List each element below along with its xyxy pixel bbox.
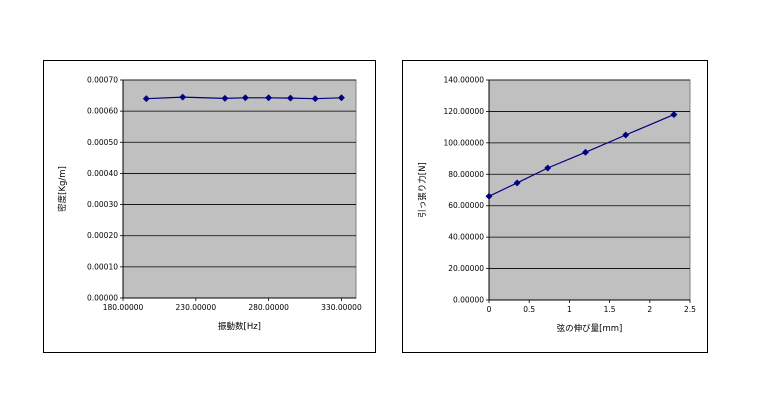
density-y-tick-label: 0.00030 [87, 200, 118, 209]
tension-y-tick-label: 20.00000 [448, 264, 484, 273]
tension-x-tick-label: 2 [647, 305, 652, 314]
density-y-tick-label: 0.00050 [87, 138, 118, 147]
chart-density: 0.00000 0.00010 0.00020 0.00030 0.00040 0.000… [43, 60, 376, 353]
density-chart-svg: 0.00000 0.00010 0.00020 0.00030 0.00040 0.000… [57, 76, 362, 333]
tension-x-tick-label: 0 [487, 305, 492, 314]
tension-y-tick-label: 100.00000 [443, 138, 484, 147]
tension-y-tick-label: 140.00000 [443, 76, 484, 85]
density-data-point [286, 94, 295, 102]
tension-y-tick-label: 120.00000 [443, 107, 484, 116]
density-x-tick-label: 180.00000 [103, 303, 144, 312]
tension-x-tick-label: 0.5 [523, 305, 535, 314]
tension-data-point [544, 164, 552, 172]
density-data-point [265, 94, 273, 102]
density-data-point [221, 94, 229, 102]
tension-y-tick-label: 40.00000 [448, 233, 484, 242]
density-y-tick-label: 0.00060 [87, 107, 118, 116]
density-x-axis-title: 振動数[Hz] [218, 321, 261, 332]
density-data-point [311, 95, 319, 103]
density-x-tick-label: 230.00000 [176, 303, 217, 312]
tension-data-point [622, 131, 630, 139]
tension-y-tick-label: 80.00000 [448, 170, 484, 179]
tension-y-axis-title: 引っ張り力[N] [417, 162, 428, 218]
chart-tension: 0.00000 20.00000 40.00000 60.00000 80.00000 1… [402, 60, 708, 353]
tension-x-tick-label: 1 [567, 305, 572, 314]
tension-y-tick-label: 60.00000 [448, 201, 484, 210]
tension-data-point [670, 111, 678, 119]
density-data-point [179, 93, 187, 101]
density-data-point [241, 94, 249, 102]
density-y-tick-label: 0.00070 [87, 76, 118, 85]
tension-series-line [488, 114, 675, 197]
density-y-tick-label: 0.00010 [87, 262, 118, 271]
tension-data-point [513, 179, 521, 187]
tension-data-point [581, 148, 590, 156]
tension-y-tick-label: 0.00000 [453, 296, 484, 305]
tension-chart-svg: 0.00000 20.00000 40.00000 60.00000 80.00000 1… [417, 76, 696, 335]
density-y-tick-label: 0.00040 [87, 169, 118, 178]
density-data-point [337, 94, 345, 102]
density-y-tick-label: 0.00020 [87, 231, 118, 240]
tension-x-tick-label: 2.5 [684, 305, 696, 314]
tension-x-axis-title: 弦の伸び量[mm] [557, 323, 623, 334]
density-plot-area [122, 79, 357, 299]
density-data-point [142, 95, 150, 103]
tension-x-tick-label: 1.5 [604, 305, 616, 314]
tension-plot-area [488, 79, 691, 301]
density-x-tick-label: 280.00000 [248, 303, 289, 312]
density-series-line [146, 96, 342, 100]
tension-data-point [485, 192, 493, 200]
density-x-tick-label: 330.00000 [321, 303, 362, 312]
density-y-tick-label: 0.00000 [87, 294, 118, 303]
density-y-axis-title: 密度[Kg/m] [57, 166, 68, 212]
